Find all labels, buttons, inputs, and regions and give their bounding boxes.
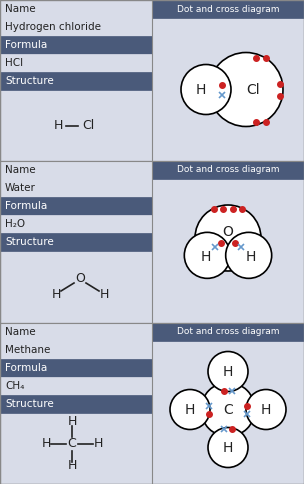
Text: C: C — [67, 437, 76, 450]
FancyBboxPatch shape — [0, 341, 152, 359]
Text: CH₄: CH₄ — [5, 381, 24, 391]
Circle shape — [195, 205, 261, 271]
Text: H: H — [99, 288, 109, 302]
Text: Methane: Methane — [5, 345, 50, 355]
FancyBboxPatch shape — [0, 72, 152, 90]
FancyBboxPatch shape — [0, 0, 152, 18]
FancyBboxPatch shape — [0, 323, 304, 484]
FancyBboxPatch shape — [0, 323, 152, 341]
Text: Name: Name — [5, 4, 36, 14]
Circle shape — [209, 52, 283, 126]
FancyBboxPatch shape — [152, 161, 304, 179]
FancyBboxPatch shape — [0, 377, 152, 395]
Text: Cl: Cl — [82, 119, 94, 132]
FancyBboxPatch shape — [0, 215, 152, 233]
Circle shape — [226, 232, 272, 278]
FancyBboxPatch shape — [0, 161, 304, 323]
FancyBboxPatch shape — [0, 359, 152, 377]
Text: O: O — [75, 272, 85, 286]
Circle shape — [208, 351, 248, 392]
Text: Hydrogen chloride: Hydrogen chloride — [5, 22, 101, 32]
Text: Formula: Formula — [5, 40, 47, 50]
Circle shape — [184, 232, 230, 278]
Text: H: H — [196, 82, 206, 96]
FancyBboxPatch shape — [0, 0, 304, 161]
FancyBboxPatch shape — [0, 18, 152, 36]
Text: Cl: Cl — [246, 82, 260, 96]
Text: Dot and cross diagram: Dot and cross diagram — [177, 166, 279, 175]
Text: H: H — [51, 288, 61, 302]
FancyBboxPatch shape — [0, 395, 152, 413]
Text: H: H — [53, 119, 63, 132]
FancyBboxPatch shape — [152, 323, 304, 341]
FancyBboxPatch shape — [0, 36, 152, 54]
Circle shape — [246, 390, 286, 429]
Circle shape — [201, 382, 255, 437]
Circle shape — [181, 64, 231, 115]
Text: H: H — [93, 437, 103, 450]
Text: H: H — [200, 250, 210, 264]
FancyBboxPatch shape — [0, 54, 152, 72]
Text: O: O — [223, 225, 233, 239]
Text: H: H — [67, 415, 77, 428]
Text: H: H — [67, 459, 77, 472]
Text: Water: Water — [5, 183, 36, 193]
FancyBboxPatch shape — [0, 197, 152, 215]
FancyBboxPatch shape — [0, 233, 152, 251]
Circle shape — [170, 390, 210, 429]
Text: Structure: Structure — [5, 76, 54, 86]
Text: H: H — [261, 403, 271, 417]
FancyBboxPatch shape — [0, 161, 152, 179]
Text: Dot and cross diagram: Dot and cross diagram — [177, 328, 279, 336]
Text: Formula: Formula — [5, 363, 47, 373]
FancyBboxPatch shape — [152, 0, 304, 18]
Text: H: H — [223, 440, 233, 454]
Text: H: H — [41, 437, 51, 450]
Text: H: H — [223, 364, 233, 378]
Text: C: C — [223, 403, 233, 417]
FancyBboxPatch shape — [0, 179, 152, 197]
Text: Structure: Structure — [5, 399, 54, 409]
Text: H: H — [185, 403, 195, 417]
Circle shape — [208, 427, 248, 468]
Text: Dot and cross diagram: Dot and cross diagram — [177, 4, 279, 14]
Text: H₂O: H₂O — [5, 219, 25, 229]
Text: H: H — [246, 250, 256, 264]
Text: HCl: HCl — [5, 58, 23, 68]
Text: Formula: Formula — [5, 201, 47, 211]
Text: Name: Name — [5, 327, 36, 337]
Text: Structure: Structure — [5, 237, 54, 247]
Text: Name: Name — [5, 165, 36, 175]
